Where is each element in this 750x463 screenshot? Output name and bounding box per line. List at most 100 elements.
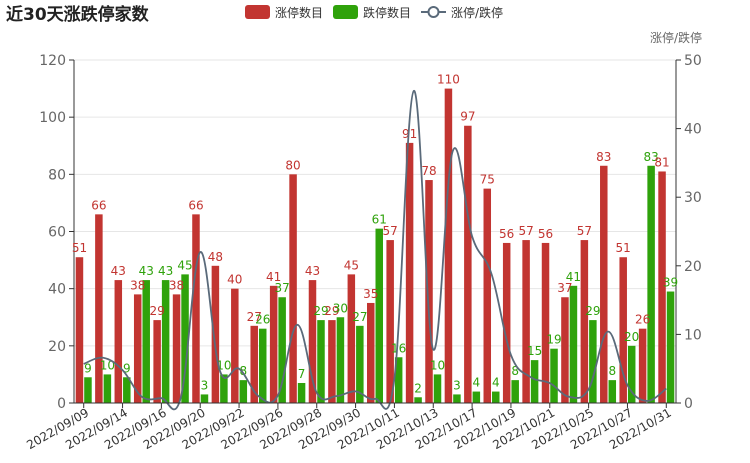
bar-up bbox=[483, 188, 492, 403]
legend-item-ratio[interactable]: 涨停/跌停 bbox=[421, 5, 503, 20]
bar-up bbox=[561, 297, 569, 403]
bar-down bbox=[608, 380, 617, 403]
legend-swatch-down bbox=[333, 5, 358, 19]
data-label-up: 97 bbox=[460, 110, 475, 124]
y2-axis: 0 10 20 30 40 50 bbox=[675, 53, 702, 412]
bar-up bbox=[133, 294, 142, 403]
data-label-up: 78 bbox=[421, 164, 436, 178]
bar-up bbox=[289, 174, 297, 403]
data-label-up: 26 bbox=[635, 313, 650, 327]
y-tick-label: 100 bbox=[39, 110, 66, 126]
data-label-down: 8 bbox=[239, 364, 247, 378]
legend-item-up[interactable]: 涨停数目 bbox=[245, 5, 323, 20]
data-label-up: 45 bbox=[344, 258, 359, 272]
bar-down bbox=[297, 382, 306, 403]
data-label-up: 57 bbox=[577, 224, 592, 238]
y2-tick-label: 50 bbox=[684, 53, 702, 69]
y-tick-label: 40 bbox=[48, 282, 66, 298]
data-label-down: 27 bbox=[352, 310, 367, 324]
data-label-up: 41 bbox=[266, 270, 281, 284]
bar-down bbox=[258, 328, 267, 403]
data-label-down: 41 bbox=[566, 270, 581, 284]
bar-up bbox=[367, 302, 375, 403]
bar-down bbox=[161, 280, 170, 403]
y2-tick-label: 10 bbox=[684, 327, 702, 343]
data-label-up: 51 bbox=[72, 241, 87, 255]
bar-up bbox=[114, 280, 123, 403]
bar-down bbox=[142, 280, 150, 403]
data-label-down: 4 bbox=[492, 376, 500, 390]
data-label-up: 37 bbox=[557, 281, 572, 295]
bar-up bbox=[211, 265, 220, 403]
bar-up bbox=[95, 214, 103, 403]
data-label-down: 37 bbox=[275, 281, 290, 295]
bar-up bbox=[425, 180, 433, 403]
y2-axis-name: 涨停/跌停 bbox=[650, 30, 702, 45]
bar-up bbox=[541, 242, 550, 403]
bar-up bbox=[269, 285, 278, 403]
bar-up bbox=[75, 257, 84, 403]
data-label-down: 3 bbox=[453, 378, 461, 392]
data-label-down: 43 bbox=[158, 264, 173, 278]
data-label-down: 29 bbox=[585, 304, 600, 318]
bar-up bbox=[250, 325, 258, 403]
data-label-up: 29 bbox=[149, 304, 164, 318]
x-axis: 2022/09/092022/09/142022/09/162022/09/20… bbox=[24, 402, 676, 452]
data-label-up: 110 bbox=[437, 73, 460, 87]
y2-tick-label: 40 bbox=[684, 122, 702, 138]
data-label-down: 10 bbox=[100, 358, 115, 372]
bar-down bbox=[453, 394, 461, 403]
bar-up bbox=[347, 274, 356, 403]
data-label-up: 57 bbox=[518, 224, 533, 238]
bar-down bbox=[472, 391, 481, 403]
data-label-up: 43 bbox=[305, 264, 320, 278]
bar-down bbox=[84, 377, 92, 403]
y2-tick-label: 20 bbox=[684, 259, 702, 275]
data-label-down: 29 bbox=[313, 304, 328, 318]
data-label-up: 38 bbox=[169, 278, 184, 292]
bar-up bbox=[619, 257, 627, 403]
data-label-down: 9 bbox=[84, 361, 92, 375]
bar-down bbox=[414, 397, 422, 403]
y-axis: 0 20 40 60 80 100 120 bbox=[39, 53, 75, 412]
data-label-down: 30 bbox=[333, 301, 348, 315]
data-label-down: 45 bbox=[177, 258, 192, 272]
data-label-up: 80 bbox=[285, 158, 300, 172]
data-label-up: 51 bbox=[616, 241, 631, 255]
bar-down bbox=[569, 285, 578, 403]
bar-up bbox=[658, 171, 666, 403]
bar-down bbox=[356, 325, 364, 403]
legend-item-down[interactable]: 跌停数目 bbox=[333, 5, 411, 20]
bar-down bbox=[492, 391, 500, 403]
legend-label-up: 涨停数目 bbox=[275, 5, 323, 20]
data-label-up: 56 bbox=[538, 227, 553, 241]
bar-up bbox=[405, 142, 414, 403]
bar-down bbox=[181, 274, 189, 403]
bar-up bbox=[580, 240, 589, 403]
y2-tick-label: 30 bbox=[684, 190, 702, 206]
data-label-down: 3 bbox=[201, 378, 209, 392]
bar-down bbox=[336, 317, 345, 403]
data-label-down: 20 bbox=[624, 330, 639, 344]
bar-down bbox=[375, 228, 383, 403]
y-tick-label: 60 bbox=[48, 225, 66, 241]
bar-down bbox=[317, 320, 325, 403]
data-label-down: 26 bbox=[255, 313, 270, 327]
bar-up bbox=[464, 125, 472, 403]
ratio-series bbox=[83, 89, 667, 411]
data-label-down: 15 bbox=[527, 344, 542, 358]
data-label-down: 4 bbox=[473, 376, 481, 390]
bar-down bbox=[666, 291, 675, 403]
data-label-down: 9 bbox=[123, 361, 131, 375]
data-label-down: 16 bbox=[391, 341, 406, 355]
bar-down bbox=[433, 374, 442, 403]
data-label-down: 61 bbox=[372, 213, 387, 227]
bar-down bbox=[394, 357, 403, 403]
bar-up bbox=[328, 320, 336, 403]
y-tick-label: 0 bbox=[57, 396, 66, 412]
data-label-down: 7 bbox=[298, 367, 306, 381]
bar-up bbox=[308, 280, 317, 403]
data-label-up: 56 bbox=[499, 227, 514, 241]
data-label-up: 35 bbox=[363, 287, 378, 301]
